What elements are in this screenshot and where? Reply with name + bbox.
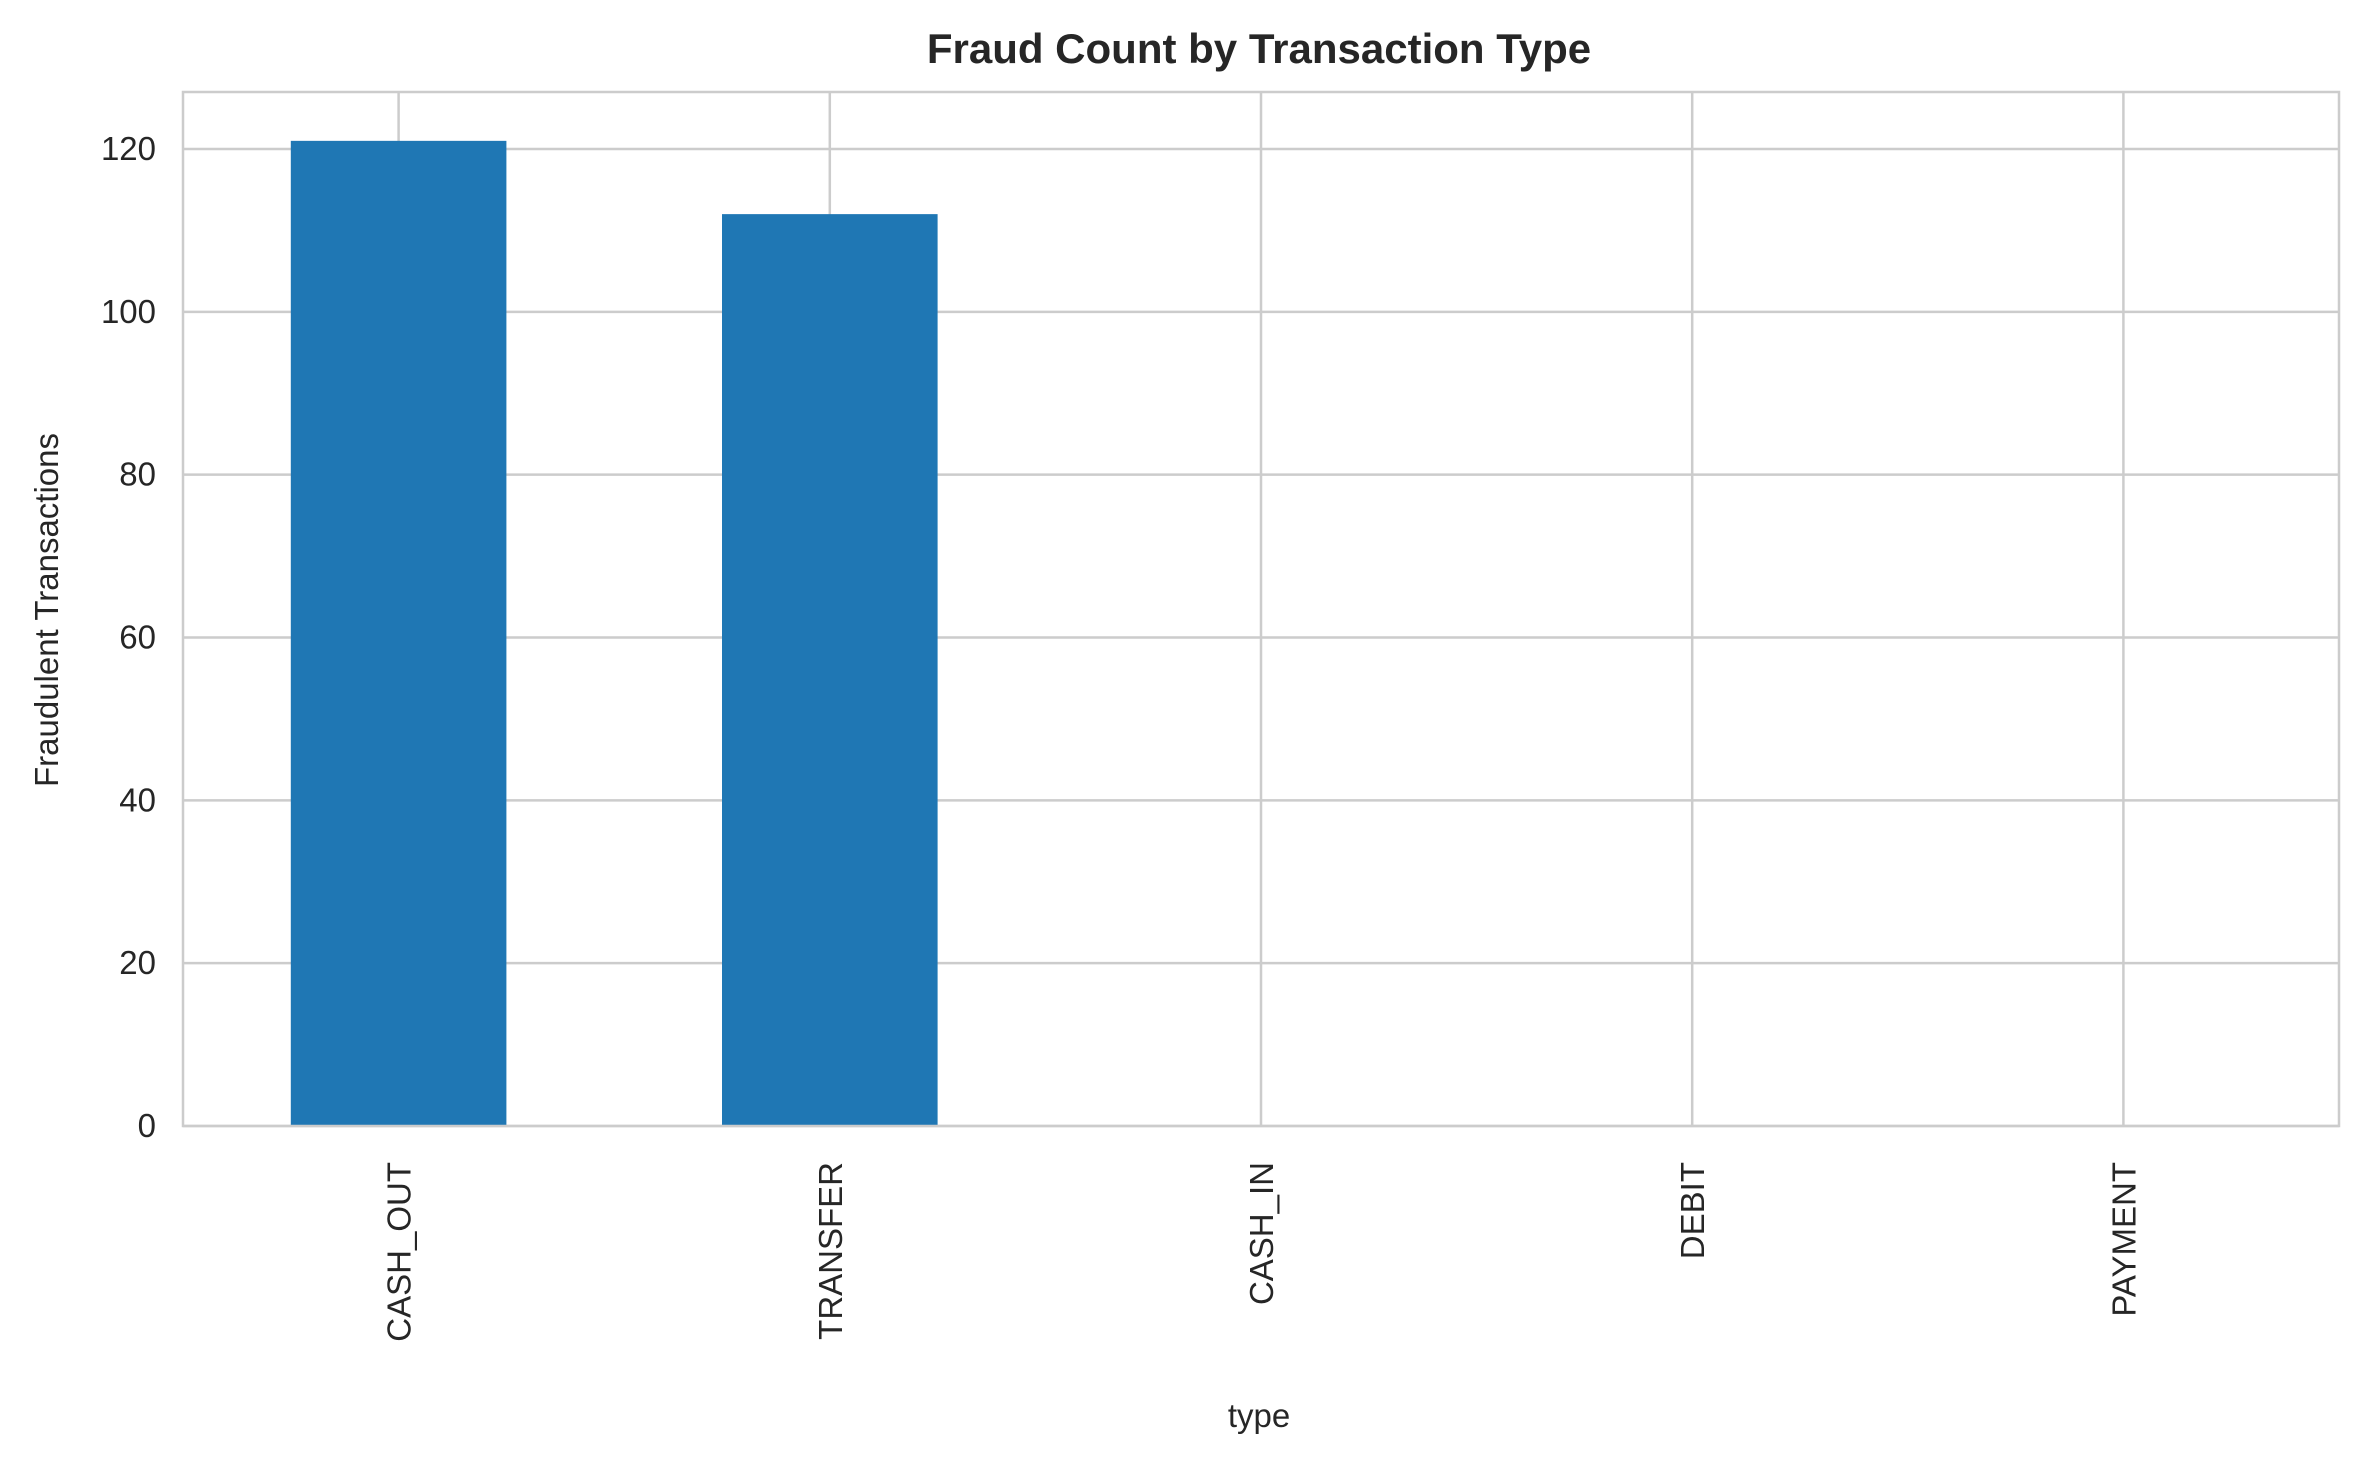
y-tick-label: 20	[119, 944, 156, 981]
chart-title: Fraud Count by Transaction Type	[927, 25, 1591, 72]
x-tick-label: CASH_IN	[1243, 1162, 1280, 1305]
y-tick-label: 100	[101, 293, 156, 330]
y-tick-label: 60	[119, 618, 156, 655]
bar-cash-out	[290, 140, 507, 1126]
y-tick-label: 120	[101, 130, 156, 167]
y-tick-label: 0	[138, 1107, 156, 1144]
x-ticks: CASH_OUT TRANSFER CASH_IN DEBIT PAYMENT	[381, 1162, 2143, 1342]
x-axis-label: type	[1228, 1397, 1290, 1434]
y-axis-label: Fraudulent Transactions	[28, 433, 65, 787]
x-tick-label: TRANSFER	[812, 1162, 849, 1340]
x-tick-label: DEBIT	[1674, 1162, 1711, 1259]
bars	[290, 140, 938, 1127]
x-tick-label: CASH_OUT	[381, 1162, 418, 1342]
y-ticks: 0 20 40 60 80 100 120	[101, 130, 156, 1144]
x-tick-label: PAYMENT	[2105, 1162, 2142, 1317]
y-tick-label: 40	[119, 781, 156, 818]
y-tick-label: 80	[119, 456, 156, 493]
plot-border	[181, 90, 2341, 1128]
bar-transfer	[722, 214, 938, 1127]
plot-frame	[181, 90, 2341, 1128]
